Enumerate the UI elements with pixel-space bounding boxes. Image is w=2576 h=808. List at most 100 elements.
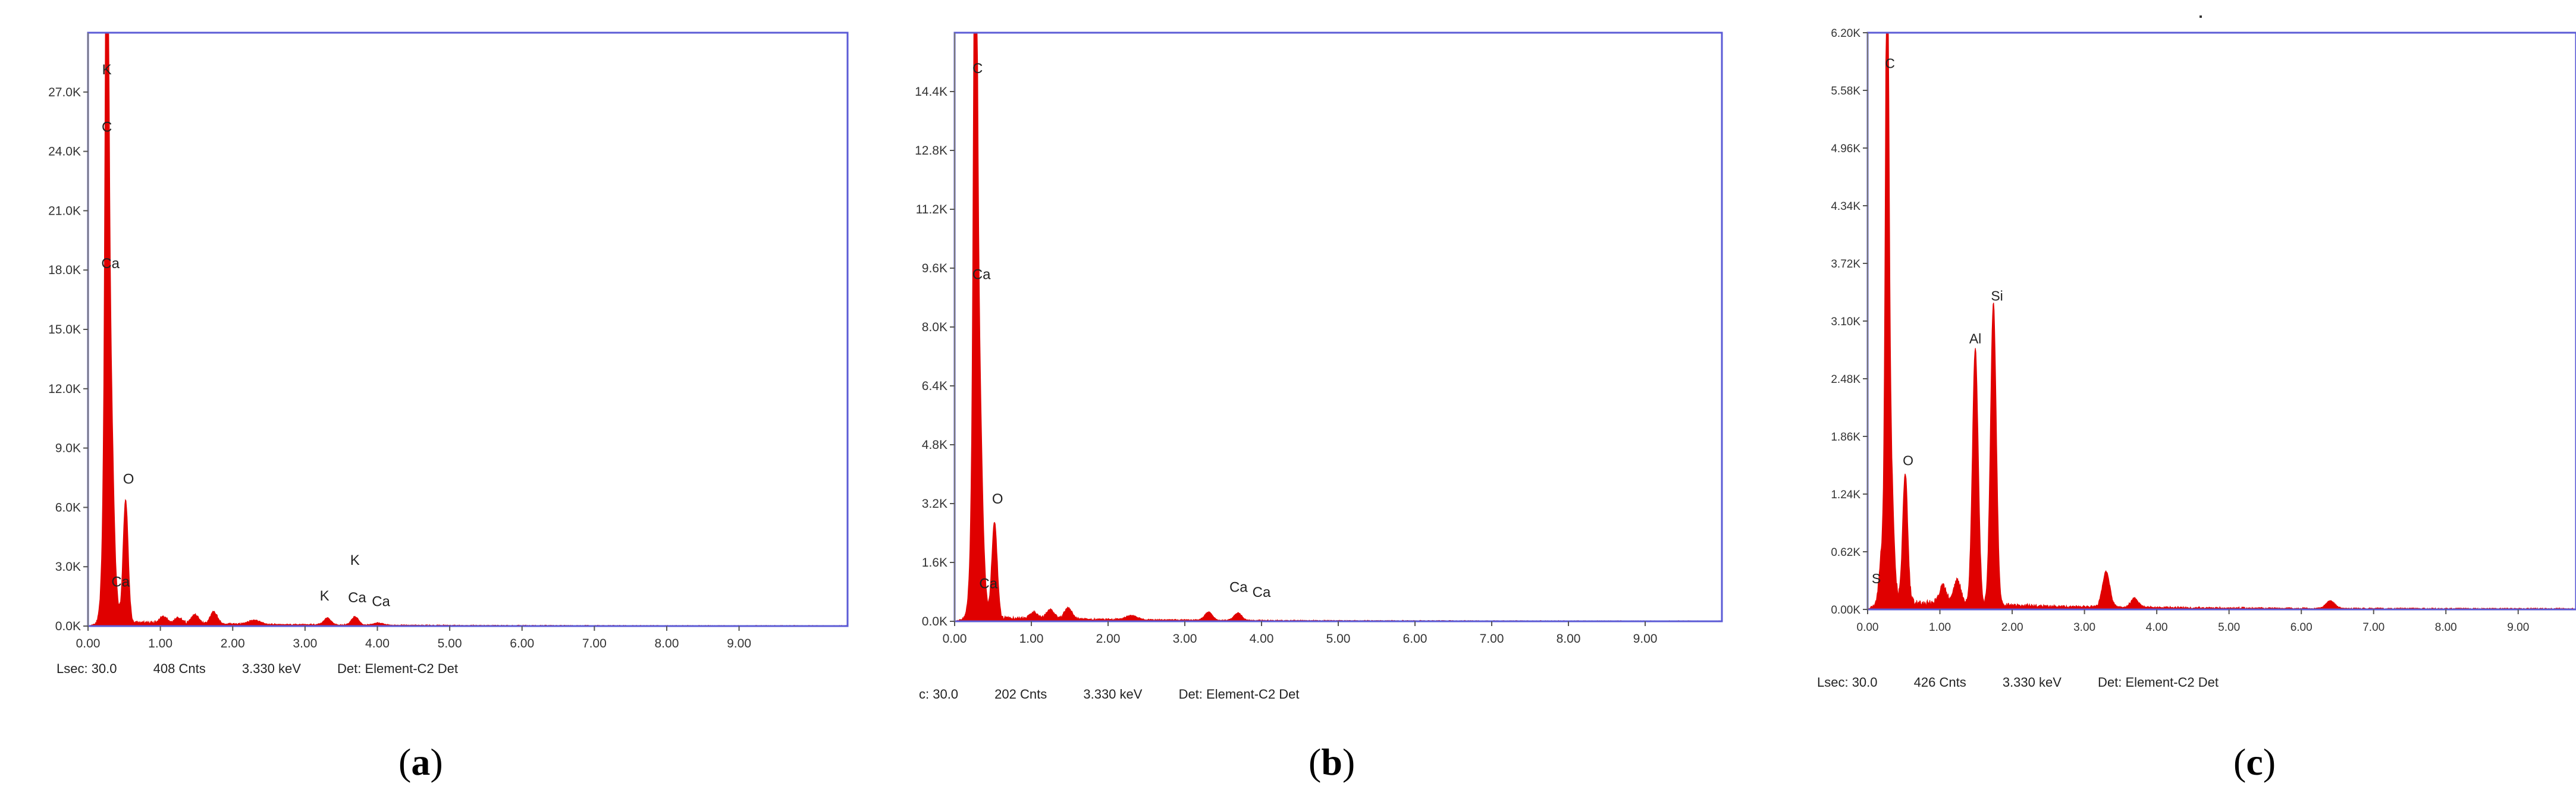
x-tick-label: 4.00 — [2146, 621, 2168, 634]
status-detector: Det: Element-C2 Det — [1178, 687, 1300, 702]
x-tick-label: 9.00 — [727, 637, 751, 650]
element-peak-label: C — [102, 119, 112, 135]
y-tick-label: 3.10K — [1831, 316, 1860, 328]
y-tick-label: 0.62K — [1831, 546, 1860, 559]
spectrum-chart-b: 0.0K 1.6K 3.2K 4.8K 6.4K 8.0K 9.6K 11.2K 12.8K 14… — [915, 32, 1723, 646]
y-tick-label: 3.72K — [1831, 258, 1860, 271]
y-tick-label: 6.0K — [55, 501, 81, 514]
panel-caption-a: (a) — [399, 741, 443, 783]
element-peak-label: C — [972, 61, 983, 77]
x-tick-label: 6.00 — [2291, 621, 2313, 634]
stray-mark — [2200, 15, 2202, 18]
element-peak-label: Si — [1991, 288, 2003, 304]
element-peak-label: K — [350, 552, 360, 568]
y-tick-label: 4.8K — [922, 438, 947, 452]
y-tick-label: 24.0K — [48, 145, 81, 159]
status-energy: 3.330 keV — [2002, 675, 2062, 690]
x-tick-label: 7.00 — [2362, 621, 2384, 634]
y-tick-label: 3.0K — [55, 560, 81, 574]
y-tick-label: 9.0K — [55, 442, 81, 455]
spectrum-trace — [954, 32, 1722, 622]
x-tick-label: 7.00 — [582, 637, 607, 650]
x-tick-label: 4.00 — [1250, 632, 1274, 646]
y-tick-label: 0.00K — [1831, 604, 1860, 617]
spectrum-panel-c: 0.00K 0.62K 1.24K 1.86K 2.48K 3.10K 3.72K 4.34K… — [1725, 0, 2576, 808]
element-peak-label: O — [1903, 453, 1913, 469]
x-tick-label: 9.00 — [1633, 632, 1658, 646]
y-tick-label: 15.0K — [48, 323, 81, 337]
y-tick-label: 3.2K — [922, 497, 947, 511]
y-tick-label: 12.0K — [48, 382, 81, 396]
x-tick-label: 8.00 — [1557, 632, 1581, 646]
spectrum-panel-b: 0.0K 1.6K 3.2K 4.8K 6.4K 8.0K 9.6K 11.2K 12.8K 14… — [862, 0, 1725, 808]
panel-caption-c: (c) — [2233, 741, 2276, 783]
x-tick-label: 4.00 — [365, 637, 390, 650]
status-bar-a: Lsec: 30.0 408 Cnts 3.330 keV Det: Eleme… — [57, 661, 491, 677]
x-tick-label: 9.00 — [2507, 621, 2529, 634]
spectrum-trace — [1866, 32, 2576, 611]
x-tick-label: 8.00 — [655, 637, 679, 650]
element-peak-label: Al — [1969, 331, 1981, 347]
status-live-time: Lsec: 30.0 — [1817, 675, 1878, 690]
x-tick-label: 5.00 — [438, 637, 462, 650]
y-tick-label: 27.0K — [48, 86, 81, 99]
x-tick-label: 5.00 — [2218, 621, 2240, 634]
y-tick-label: 6.20K — [1831, 27, 1860, 40]
y-tick-label: 5.58K — [1831, 85, 1860, 98]
x-tick-label: 3.00 — [2073, 621, 2095, 634]
y-tick-label: 11.2K — [916, 203, 947, 216]
element-peak-label: O — [992, 491, 1003, 507]
plot-frame — [953, 32, 1723, 622]
y-tick-label: 6.4K — [922, 379, 947, 393]
x-tick-label: 1.00 — [1929, 621, 1951, 634]
status-detector: Det: Element-C2 Det — [337, 661, 458, 676]
x-tick-label: 2.00 — [2001, 621, 2023, 634]
element-peak-label: Ca — [101, 256, 120, 272]
y-tick-label: 12.8K — [915, 144, 947, 158]
x-tick-label: 3.00 — [293, 637, 317, 650]
y-tick-label: 1.86K — [1831, 431, 1860, 444]
element-peak-label: Ca — [111, 574, 130, 590]
plot-frame — [87, 32, 849, 627]
element-peak-label: K — [102, 62, 112, 78]
y-tick-label: 18.0K — [48, 263, 81, 277]
element-peak-label: Ca — [372, 594, 390, 610]
status-detector: Det: Element-C2 Det — [2098, 675, 2219, 690]
status-counts: 408 Cnts — [153, 661, 206, 676]
x-tick-label: 2.00 — [221, 637, 245, 650]
x-tick-label: 3.00 — [1173, 632, 1197, 646]
status-energy: 3.330 keV — [1083, 687, 1143, 702]
status-energy: 3.330 keV — [241, 661, 301, 676]
x-tick-label: 1.00 — [148, 637, 172, 650]
spectrum-chart-a: 0.0K 3.0K 6.0K 9.0K 12.0K 15.0K 18.0K 21.0K 24.0… — [48, 32, 849, 650]
element-peak-label: O — [123, 471, 134, 487]
element-peak-label: K — [320, 588, 330, 604]
spectrum-trace — [87, 32, 848, 627]
y-tick-label: 2.48K — [1831, 373, 1860, 386]
y-tick-label: 0.0K — [922, 615, 947, 628]
x-tick-label: 1.00 — [1019, 632, 1044, 646]
x-tick-label: 0.00 — [943, 632, 967, 646]
status-live-time: c: 30.0 — [919, 687, 959, 702]
element-peak-label: Ca — [972, 267, 991, 283]
element-peak-label: S — [1872, 571, 1881, 586]
x-tick-label: 6.00 — [1403, 632, 1427, 646]
element-peak-label: Ca — [348, 590, 366, 606]
element-peak-label: Ca — [979, 576, 997, 592]
y-tick-label: 4.34K — [1831, 200, 1860, 213]
spectrum-panel-a: 0.0K 3.0K 6.0K 9.0K 12.0K 15.0K 18.0K 21.0K 24.0… — [0, 0, 862, 808]
x-tick-label: 0.00 — [76, 637, 101, 650]
status-live-time: Lsec: 30.0 — [57, 661, 117, 676]
y-tick-label: 0.0K — [55, 620, 81, 633]
y-tick-label: 21.0K — [48, 204, 81, 218]
status-bar-c: Lsec: 30.0 426 Cnts 3.330 keV Det: Eleme… — [1817, 675, 2251, 690]
y-tick-label: 1.6K — [922, 556, 947, 570]
y-tick-label: 4.96K — [1831, 143, 1860, 155]
x-tick-label: 0.00 — [1857, 621, 1879, 634]
status-counts: 426 Cnts — [1913, 675, 1966, 690]
x-tick-label: 2.00 — [1096, 632, 1121, 646]
element-peak-label: Ca — [1253, 584, 1271, 601]
y-tick-label: 8.0K — [922, 320, 947, 334]
spectrum-chart-c: 0.00K 0.62K 1.24K 1.86K 2.48K 3.10K 3.72K 4.34K… — [1831, 27, 2576, 634]
x-tick-label: 7.00 — [1480, 632, 1504, 646]
